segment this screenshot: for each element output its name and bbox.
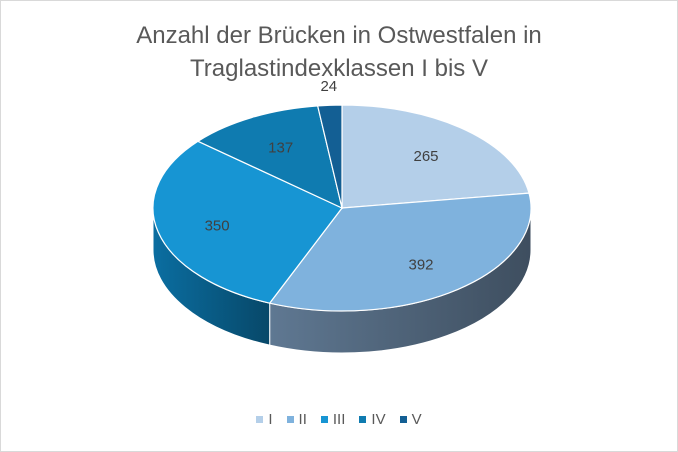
chart-title-line-2: Traglastindexklassen I bis V: [190, 55, 488, 82]
legend-swatch-II: [286, 416, 294, 423]
legend-swatch-III: [320, 416, 328, 423]
legend-swatch-I: [256, 416, 264, 423]
legend-label-I: I: [268, 411, 273, 428]
chart-title-line-1: Anzahl der Brücken in Ostwestfalen in: [136, 22, 542, 49]
legend-swatch-IV: [359, 416, 367, 423]
data-label-I: 265: [413, 148, 438, 165]
legend-item-I: I: [256, 411, 273, 428]
legend-item-II: II: [286, 411, 307, 428]
legend-label-V: V: [411, 411, 422, 428]
data-label-III: 350: [205, 217, 230, 234]
data-label-V: 24: [320, 78, 337, 95]
legend-swatch-V: [399, 416, 407, 423]
pie-slice-III: [152, 140, 343, 304]
legend-label-III: III: [332, 411, 346, 428]
legend: I II III IV V: [1, 411, 677, 428]
pie-slice-V: [316, 104, 343, 209]
legend-item-III: III: [320, 411, 346, 428]
pie-slice-I: [341, 104, 530, 209]
legend-label-IV: IV: [371, 411, 386, 428]
pie-slice-IV: [196, 105, 343, 210]
legend-label-II: II: [298, 411, 307, 428]
pie-slice-II: [268, 192, 532, 312]
data-label-IV: 137: [268, 140, 293, 157]
data-label-II: 392: [408, 256, 433, 273]
legend-item-IV: IV: [359, 411, 386, 428]
chart-title: Anzahl der Brücken in Ostwestfalen in Tr…: [1, 19, 677, 85]
legend-item-V: V: [399, 411, 422, 428]
